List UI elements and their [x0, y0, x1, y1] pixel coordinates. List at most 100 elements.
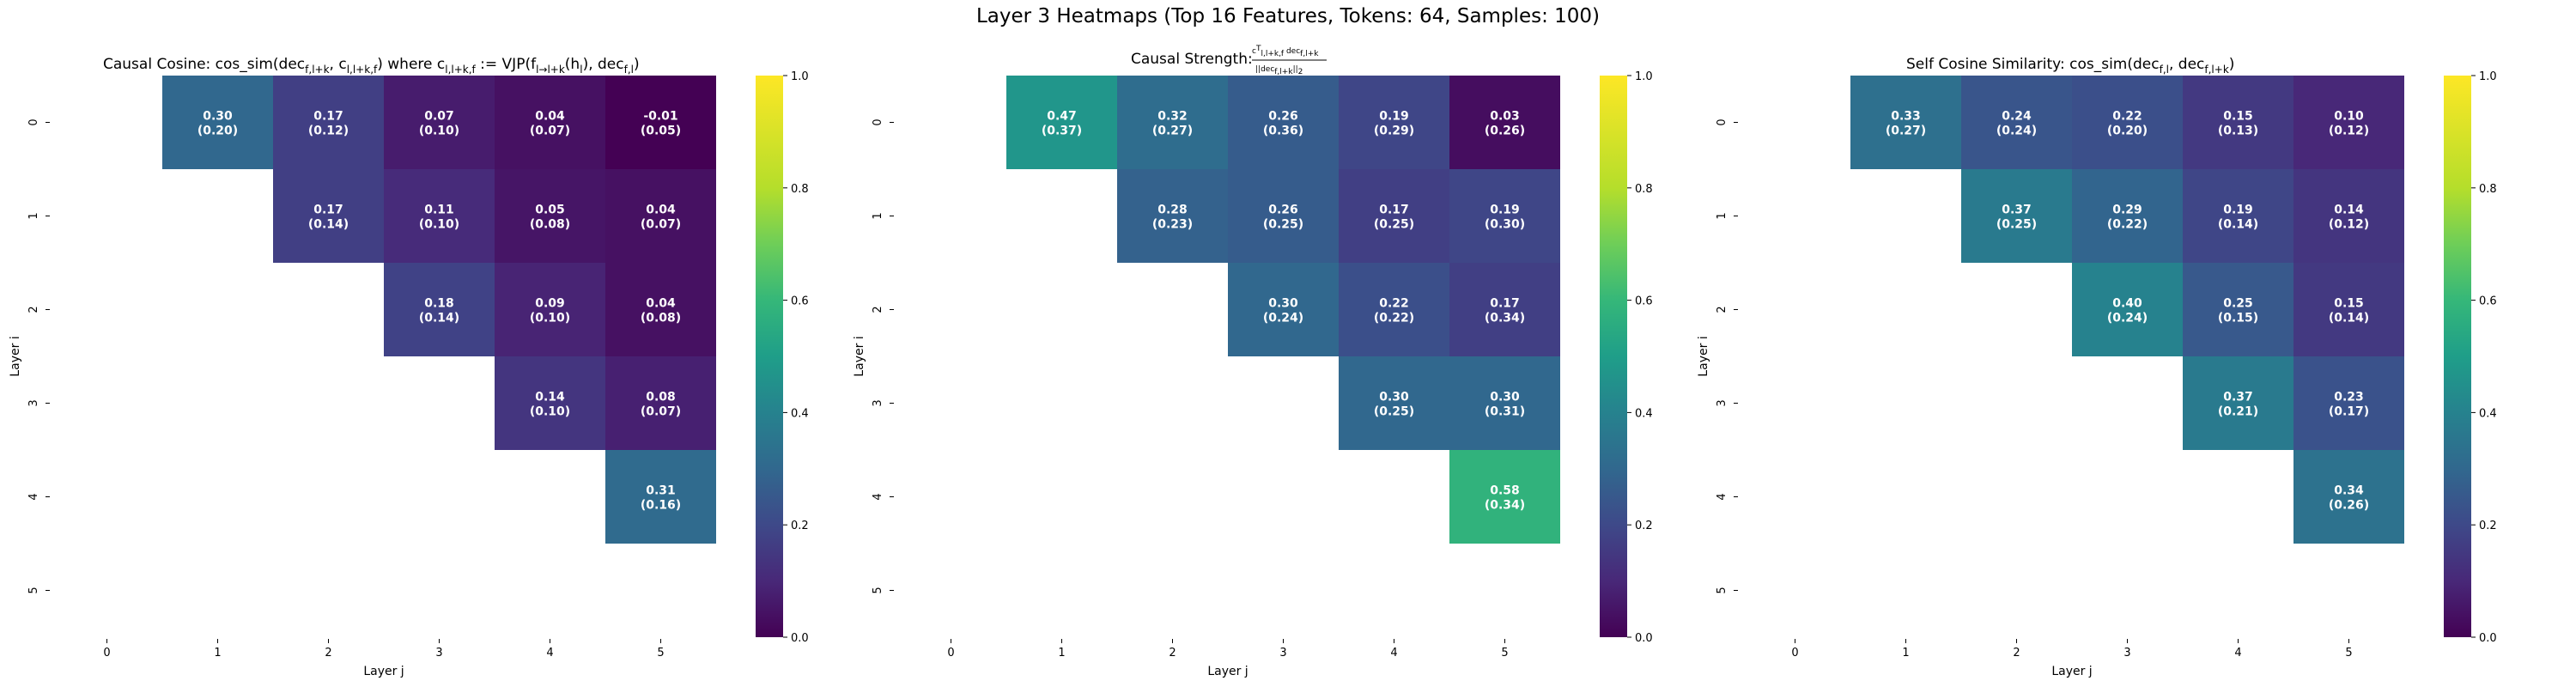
- colorbar-tick-label: 0.6: [791, 295, 809, 308]
- heatmap-cell: [605, 76, 716, 169]
- colorbar-tick-label: 0.6: [2479, 295, 2497, 308]
- colorbar-tick-label: 0.4: [1635, 407, 1653, 420]
- x-tick-label: 1: [1058, 647, 1065, 660]
- heatmap-cell: [1339, 263, 1449, 356]
- heatmap-cell: [384, 76, 495, 169]
- cell-std-label: (0.12): [308, 125, 349, 138]
- y-tick-label: 1: [27, 212, 40, 219]
- y-tick-label: 4: [1716, 493, 1728, 500]
- x-tick-label: 3: [435, 647, 442, 660]
- x-tick-label: 4: [1390, 647, 1397, 660]
- colorbar: [2444, 76, 2471, 637]
- colorbar-tick-label: 0.2: [791, 520, 809, 532]
- y-tick-label: 4: [27, 493, 40, 500]
- heatmap-cell: [1339, 76, 1449, 169]
- cell-value-label: 0.40: [2112, 297, 2142, 311]
- x-tick-label: 0: [947, 647, 954, 660]
- cell-std-label: (0.27): [1152, 125, 1193, 138]
- heatmap-cell: [2072, 169, 2183, 263]
- cell-value-label: 0.04: [646, 297, 676, 311]
- y-axis-label: Layer i: [853, 336, 866, 376]
- heatmap-panel-2: 0.47(0.37)0.32(0.27)0.26(0.36)0.19(0.29)…: [853, 70, 1653, 678]
- cell-std-label: (0.07): [641, 405, 681, 419]
- y-tick-label: 0: [27, 119, 40, 125]
- heatmap-cell: [1339, 356, 1449, 450]
- cell-value-label: 0.10: [2334, 110, 2364, 124]
- x-tick-label: 2: [1169, 647, 1176, 660]
- cell-value-label: 0.30: [1379, 391, 1409, 404]
- cell-std-label: (0.13): [2218, 125, 2258, 138]
- figure-title: Layer 3 Heatmaps (Top 16 Features, Token…: [975, 5, 1601, 27]
- cell-std-label: (0.10): [419, 218, 459, 232]
- cell-std-label: (0.22): [1374, 312, 1414, 325]
- heatmap-panel-1: 0.30(0.20)0.17(0.12)0.07(0.10)0.04(0.07)…: [9, 70, 809, 678]
- cell-std-label: (0.07): [530, 125, 570, 138]
- colorbar-tick-label: 0.2: [1635, 520, 1653, 532]
- cell-value-label: 0.28: [1157, 204, 1188, 217]
- x-tick-label: 4: [546, 647, 553, 660]
- cell-std-label: (0.22): [2107, 218, 2148, 232]
- y-tick-label: 5: [1716, 587, 1728, 593]
- cell-value-label: 0.25: [2223, 297, 2253, 311]
- svg-text:||decf,l+k||2: ||decf,l+k||2: [1255, 65, 1303, 76]
- cell-std-label: (0.27): [1886, 125, 1926, 138]
- cell-value-label: 0.26: [1268, 110, 1298, 124]
- heatmap-cell: [2072, 76, 2183, 169]
- heatmap-cell: [273, 76, 384, 169]
- y-tick-label: 4: [872, 493, 884, 500]
- cell-value-label: 0.09: [535, 297, 565, 311]
- heatmap-panel-3: 0.33(0.27)0.24(0.24)0.22(0.20)0.15(0.13)…: [1697, 70, 2497, 678]
- colorbar-tick-label: 0.4: [2479, 407, 2497, 420]
- heatmap-cell: [495, 263, 605, 356]
- cell-std-label: (0.31): [1485, 405, 1525, 419]
- heatmap-cell: [1339, 169, 1449, 263]
- cell-std-label: (0.37): [1042, 125, 1082, 138]
- heatmap-cell: [273, 169, 384, 263]
- cell-std-label: (0.25): [1996, 218, 2037, 232]
- cell-value-label: 0.05: [535, 204, 565, 217]
- y-tick-label: 0: [1716, 119, 1728, 125]
- cell-value-label: 0.29: [2112, 204, 2142, 217]
- cell-value-label: 0.18: [424, 297, 454, 311]
- cell-value-label: 0.37: [2002, 204, 2032, 217]
- cell-std-label: (0.36): [1263, 125, 1303, 138]
- colorbar: [1600, 76, 1627, 637]
- colorbar-tick-label: 0.8: [791, 183, 809, 196]
- heatmap-cell: [2293, 76, 2404, 169]
- heatmap-cell: [1117, 169, 1228, 263]
- heatmap-cell: [2293, 356, 2404, 450]
- x-axis-label: Layer j: [2051, 665, 2092, 678]
- x-tick-label: 1: [214, 647, 221, 660]
- cell-std-label: (0.12): [2329, 125, 2369, 138]
- cell-value-label: 0.24: [2002, 110, 2032, 124]
- cell-std-label: (0.24): [2107, 312, 2148, 325]
- cell-std-label: (0.26): [2329, 499, 2369, 513]
- x-tick-label: 4: [2234, 647, 2241, 660]
- cell-std-label: (0.10): [530, 312, 570, 325]
- x-tick-label: 2: [325, 647, 331, 660]
- heatmap-cell: [1228, 263, 1339, 356]
- y-axis-label: Layer i: [9, 336, 22, 376]
- cell-value-label: 0.47: [1047, 110, 1077, 124]
- cell-std-label: (0.30): [1485, 218, 1525, 232]
- cell-std-label: (0.34): [1485, 312, 1525, 325]
- y-tick-label: 5: [27, 587, 40, 593]
- cell-value-label: 0.14: [535, 391, 565, 404]
- cell-value-label: 0.15: [2334, 297, 2364, 311]
- heatmap-cell: [2293, 169, 2404, 263]
- heatmap-cell: [1850, 76, 1961, 169]
- heatmap-cell: [495, 76, 605, 169]
- x-tick-label: 5: [657, 647, 664, 660]
- cell-std-label: (0.24): [1263, 312, 1303, 325]
- heatmap-cell: [495, 356, 605, 450]
- cell-value-label: 0.04: [646, 204, 676, 217]
- cell-std-label: (0.07): [641, 218, 681, 232]
- x-tick-label: 0: [1791, 647, 1798, 660]
- cell-value-label: 0.30: [1490, 391, 1520, 404]
- cell-std-label: (0.25): [1374, 218, 1414, 232]
- heatmap-cell: [605, 169, 716, 263]
- cell-std-label: (0.20): [197, 125, 238, 138]
- cell-std-label: (0.14): [419, 312, 459, 325]
- cell-value-label: 0.04: [535, 110, 565, 124]
- heatmap-cell: [2072, 263, 2183, 356]
